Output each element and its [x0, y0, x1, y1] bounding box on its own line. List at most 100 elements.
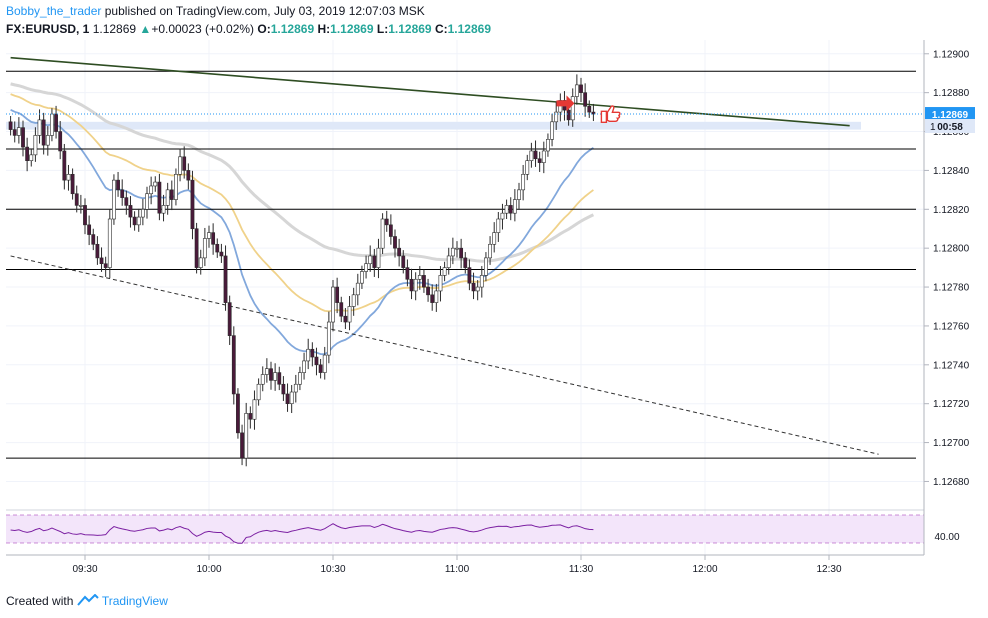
- countdown-badge: [925, 119, 975, 133]
- candle-body: [570, 96, 575, 121]
- candle-body: [149, 185, 154, 195]
- candle-body: [314, 356, 319, 366]
- candle-body: [393, 236, 397, 249]
- time-axis[interactable]: 09:30 10:00 10:30 11:00 11:30 12:00 12:30: [72, 555, 842, 575]
- candle-body: [422, 275, 426, 288]
- price-zone: [6, 121, 861, 130]
- ema-yellow-line: [10, 93, 594, 313]
- candle-body: [504, 205, 509, 214]
- candle-body: [517, 189, 521, 200]
- candle-body: [165, 189, 170, 206]
- price-tick-label: 1.12740: [933, 360, 970, 371]
- candle-body: [475, 286, 480, 292]
- candle-body: [496, 218, 501, 233]
- annotations: [556, 95, 621, 123]
- candle-body: [322, 354, 327, 373]
- moving-averages: [10, 82, 595, 356]
- candle-body: [450, 247, 455, 257]
- candle-body: [397, 247, 402, 257]
- high-value: 1.12869: [330, 22, 374, 36]
- thumbs-up-shape: [600, 105, 621, 123]
- candle-body: [488, 243, 492, 259]
- high-label: H:: [317, 22, 331, 36]
- created-with-text: Created with: [6, 594, 74, 608]
- candle-body: [91, 234, 96, 245]
- candle-body: [525, 160, 530, 175]
- candle-body: [78, 205, 83, 207]
- candle-body: [116, 179, 120, 191]
- candle-body: [186, 170, 191, 181]
- candle-body: [256, 383, 261, 401]
- ohlc-line: FX:EURUSD, 1 1.12869 ▲+0.00023 (+0.02%) …: [6, 22, 906, 37]
- author-link[interactable]: Bobby_the_trader: [6, 4, 102, 18]
- candle-body: [194, 228, 199, 268]
- thumbs-up-icon: [600, 105, 621, 123]
- candle-body: [426, 286, 430, 296]
- footer: Created with TradingView: [6, 593, 168, 609]
- candle-body: [62, 150, 67, 181]
- rsi-line: [10, 523, 594, 544]
- candle-body: [492, 232, 497, 245]
- candle-body: [153, 181, 158, 187]
- candle-body: [446, 255, 451, 268]
- candle-body: [264, 368, 269, 375]
- dashed-trendline[interactable]: [10, 255, 879, 455]
- candle-body: [302, 360, 306, 373]
- candle-body: [587, 105, 592, 113]
- candle-body: [546, 139, 550, 152]
- candle-body: [533, 150, 538, 160]
- candle-body: [95, 243, 100, 259]
- publish-line: Bobby_the_trader published on TradingVie…: [6, 4, 906, 19]
- close-value: 1.12869: [447, 22, 492, 36]
- candle-body: [401, 255, 406, 268]
- candle-body: [273, 372, 278, 381]
- candle-body: [25, 146, 30, 161]
- candle-body: [467, 267, 472, 284]
- candle-body: [384, 218, 389, 226]
- candle-body: [298, 372, 302, 385]
- candle-body: [438, 275, 443, 292]
- time-tick-label: 12:00: [692, 564, 717, 575]
- candle-body: [293, 383, 298, 393]
- published-text: published on TradingView.com, July 03, 2…: [104, 4, 425, 18]
- candles: [8, 74, 596, 467]
- tradingview-link[interactable]: TradingView: [101, 594, 168, 608]
- time-tick-label: 11:30: [569, 564, 594, 575]
- candle-body: [41, 119, 46, 146]
- symbol-label[interactable]: FX:EURUSD, 1: [6, 22, 90, 36]
- candle-body: [529, 150, 534, 161]
- candle-body: [54, 113, 58, 132]
- candle-body: [459, 247, 464, 259]
- candle-body: [103, 263, 108, 268]
- candle-body: [182, 156, 187, 171]
- candle-body: [223, 255, 228, 303]
- candle-body: [343, 315, 348, 323]
- candle-body: [318, 364, 323, 373]
- candle-body: [335, 286, 340, 303]
- candle-body: [58, 131, 63, 152]
- price-tick-label: 1.12700: [933, 438, 970, 449]
- price-tick-label: 1.12680: [933, 477, 970, 488]
- candle-body: [591, 111, 596, 115]
- candle-body: [21, 127, 25, 148]
- candle-body: [368, 255, 373, 265]
- low-label: L:: [376, 22, 389, 36]
- candle-body: [306, 348, 311, 362]
- low-value: 1.12869: [388, 22, 432, 36]
- candle-body: [66, 174, 71, 181]
- candle-body: [211, 232, 216, 245]
- candle-body: [132, 216, 137, 226]
- candle-body: [112, 179, 116, 220]
- candle-body: [248, 413, 253, 420]
- candle-body: [376, 247, 381, 268]
- candle-body: [198, 257, 203, 268]
- candle-body: [207, 232, 211, 239]
- descending-trendline[interactable]: [10, 56, 850, 127]
- candle-body: [380, 218, 385, 249]
- candle-body: [277, 372, 282, 385]
- candle-body: [372, 255, 377, 268]
- candle-body: [405, 267, 410, 280]
- candle-body: [37, 119, 42, 136]
- candle-body: [157, 181, 162, 214]
